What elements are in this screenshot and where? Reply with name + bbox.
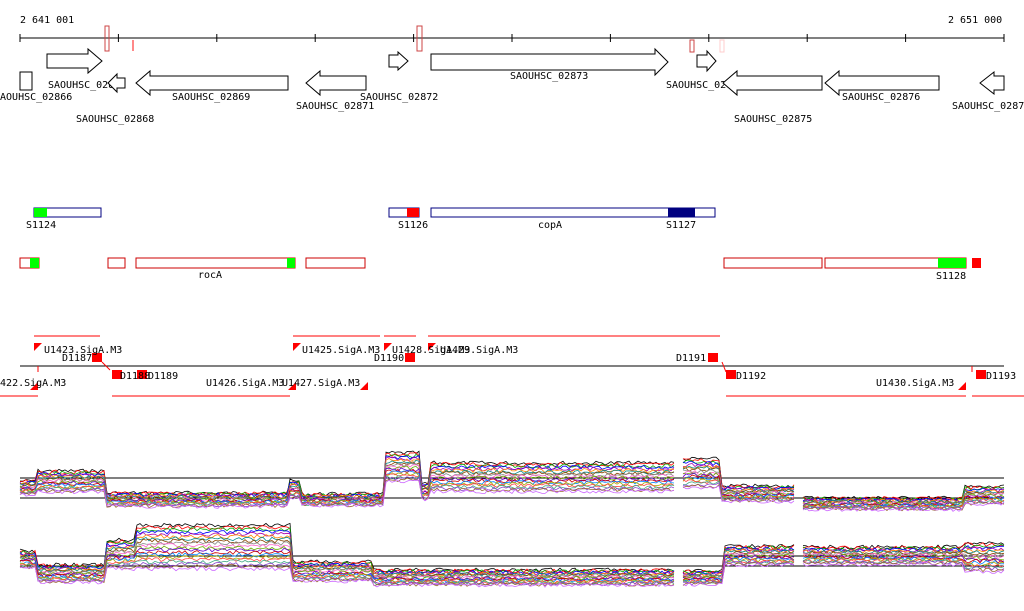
gene-arrow-02867[interactable] xyxy=(46,47,103,75)
segment-box[interactable] xyxy=(430,207,716,218)
gene-label: SAOUHSC_02876 xyxy=(842,92,920,103)
gene-arrow-02868[interactable] xyxy=(107,72,126,94)
tu-label: D1187 xyxy=(62,353,92,364)
tss-flag xyxy=(30,382,38,390)
feature-box[interactable] xyxy=(305,257,366,269)
tu-connector xyxy=(101,361,111,371)
gene-label: SAOUHSC_02874 xyxy=(666,80,744,91)
terminator-block xyxy=(708,353,718,362)
gene-label: SAOUHSC_02866 xyxy=(0,92,72,103)
gene-arrow-02871[interactable] xyxy=(305,69,367,97)
feature-marker xyxy=(416,25,423,52)
feature-fill xyxy=(287,258,295,268)
tss-flag xyxy=(958,382,966,390)
feature-label: S1128 xyxy=(936,271,966,282)
gene-label: SAOUHSC_02869 xyxy=(172,92,250,103)
tu-label: U1422.SigA.M3 xyxy=(0,378,66,389)
gene-arrow-02866[interactable] xyxy=(19,71,33,91)
feature-fill xyxy=(30,258,39,268)
gene-label: SAOUHSC_02868 xyxy=(76,114,154,125)
tss-flag xyxy=(384,343,392,351)
feature-marker xyxy=(132,40,134,51)
tu-label: D1191 xyxy=(676,353,706,364)
tu-label: U1429.SigA.M3 xyxy=(440,345,518,356)
tu-label: U1425.SigA.M3 xyxy=(302,345,380,356)
gene-label: SAOUHSC_02875 xyxy=(734,114,812,125)
gene-label: SAOUHSC_02873 xyxy=(510,71,588,82)
segment-fill xyxy=(668,208,695,217)
tu-label: U1428.SigA.M3 xyxy=(392,345,470,356)
ruler-end-label: 2 651 000 xyxy=(948,15,1002,26)
segment-track: S1124 S1126 copA S1127 xyxy=(26,207,716,231)
ruler-start-label: 2 641 001 xyxy=(20,15,74,26)
gene-arrow-02872[interactable] xyxy=(388,50,409,72)
gene-arrow-02873[interactable] xyxy=(430,47,669,77)
gene-arrow-02874[interactable] xyxy=(696,49,717,73)
terminator-block xyxy=(112,370,122,379)
feature-marker xyxy=(719,39,725,53)
feature-label: rocA xyxy=(198,270,222,281)
terminator-block xyxy=(405,353,415,362)
tu-label: U1423.SigA.M3 xyxy=(44,345,122,356)
tu-label: D1192 xyxy=(736,371,766,382)
gene-arrow-02877[interactable] xyxy=(979,70,1005,96)
segment-fill xyxy=(34,208,47,217)
tu-label: D1190 xyxy=(374,353,404,364)
expression-panel-top xyxy=(19,450,1005,512)
segment-label: S1127 xyxy=(666,220,696,231)
feature-track: rocA S1128 xyxy=(19,257,981,282)
expression-panel-bottom xyxy=(19,522,1005,588)
gene-arrow-02869[interactable] xyxy=(135,69,289,97)
tss-flag xyxy=(293,343,301,351)
tu-label: D1193 xyxy=(986,371,1016,382)
segment-fill xyxy=(407,208,419,217)
gene-arrow-02875[interactable] xyxy=(722,69,823,97)
expression-trace xyxy=(19,550,1005,583)
gene-label: SAOUHSC_02872 xyxy=(360,92,438,103)
feature-box[interactable] xyxy=(135,257,296,269)
tu-label: U1430.SigA.M3 xyxy=(876,378,954,389)
tu-label: D1188 xyxy=(120,371,150,382)
tu-label: U1427.SigA.M3 xyxy=(282,378,360,389)
segment-label: copA xyxy=(538,220,562,231)
gene-label: SAOUHSC_02871 xyxy=(296,101,374,112)
segment-label: S1124 xyxy=(26,220,56,231)
tss-flag xyxy=(428,343,436,351)
transcription-unit-track: U1422.SigA.M3 U1423.SigA.M3 D1187 D1188 … xyxy=(0,335,1024,397)
segment-label: S1126 xyxy=(398,220,428,231)
gene-label: SAOUHSC_02867 xyxy=(48,80,126,91)
coordinate-ruler: 2 641 001 2 651 000 xyxy=(19,15,1005,53)
terminator-block xyxy=(137,370,147,379)
feature-fill xyxy=(938,258,966,268)
terminator-block xyxy=(726,370,736,379)
expression-trace xyxy=(19,561,1005,588)
tu-connector xyxy=(721,361,727,373)
tu-label: U1426.SigA.M3 xyxy=(206,378,284,389)
tss-flag xyxy=(34,343,42,351)
gene-track: SAOUHSC_02866 SAOUHSC_02867 SAOUHSC_0286… xyxy=(0,47,1024,125)
feature-fill xyxy=(972,258,981,268)
tu-label: D1189 xyxy=(148,371,178,382)
feature-marker xyxy=(104,25,110,52)
gene-arrow-02876[interactable] xyxy=(824,69,940,97)
tss-flag xyxy=(288,382,296,390)
feature-box[interactable] xyxy=(107,257,126,269)
terminator-block xyxy=(976,370,986,379)
feature-box[interactable] xyxy=(723,257,823,269)
gene-label: SAOUHSC_02877 xyxy=(952,101,1024,112)
expression-trace xyxy=(19,479,1005,512)
feature-marker xyxy=(689,39,695,53)
terminator-block xyxy=(92,353,102,362)
tss-flag xyxy=(360,382,368,390)
expression-trace xyxy=(19,454,1005,503)
